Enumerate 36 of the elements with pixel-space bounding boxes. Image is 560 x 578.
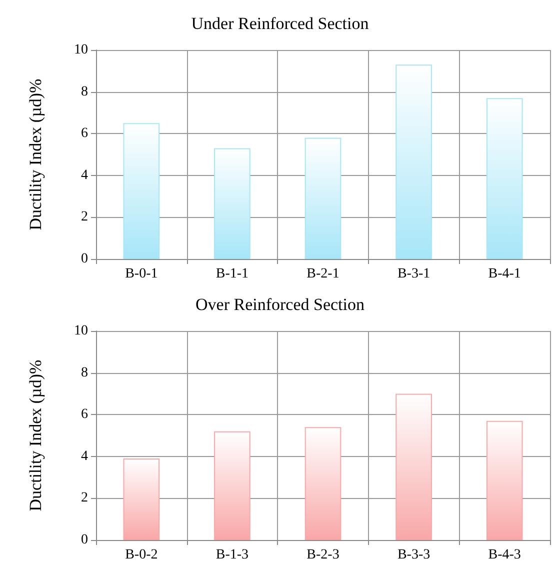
y-tick-label: 2 (81, 210, 88, 225)
chart-title: Over Reinforced Section (196, 295, 365, 314)
bar (304, 138, 342, 259)
bar (123, 123, 160, 259)
chart-title: Under Reinforced Section (191, 14, 370, 33)
y-tick-label: 4 (81, 168, 88, 183)
bar (304, 427, 342, 540)
y-tick-label: 6 (81, 126, 88, 142)
bar (123, 458, 160, 540)
bar (214, 148, 250, 259)
y-tick-label: 4 (81, 448, 88, 464)
x-tick-label: B-2-1 (306, 266, 340, 282)
x-tick-label: B-1-1 (216, 266, 249, 282)
x-tick-label: B-4-3 (488, 548, 521, 562)
x-tick-label: B-4-1 (488, 266, 521, 282)
bar (214, 431, 250, 540)
bar (486, 98, 523, 259)
bar (396, 394, 432, 540)
x-tick-label: B-1-3 (216, 548, 249, 562)
y-tick-label: 8 (81, 84, 88, 100)
y-tick-label: 6 (81, 407, 88, 422)
y-tick-label: 10 (74, 324, 88, 338)
y-tick-label: 0 (81, 252, 88, 266)
y-tick-label: 10 (74, 42, 88, 58)
y-tick-label: 2 (81, 490, 88, 506)
x-tick-label: B-3-3 (397, 548, 430, 562)
bar (396, 64, 432, 259)
y-axis-title: Ductility Index (µd)% (26, 78, 45, 230)
x-tick-label: B-0-1 (125, 266, 158, 282)
x-tick-label: B-0-2 (125, 548, 158, 562)
x-tick-label: B-3-1 (397, 266, 430, 282)
bar (486, 420, 523, 540)
y-tick-label: 8 (81, 365, 88, 380)
x-tick-label: B-2-3 (306, 548, 340, 562)
y-tick-label: 0 (81, 532, 88, 548)
y-axis-title: Ductility Index (µd)% (26, 360, 45, 512)
